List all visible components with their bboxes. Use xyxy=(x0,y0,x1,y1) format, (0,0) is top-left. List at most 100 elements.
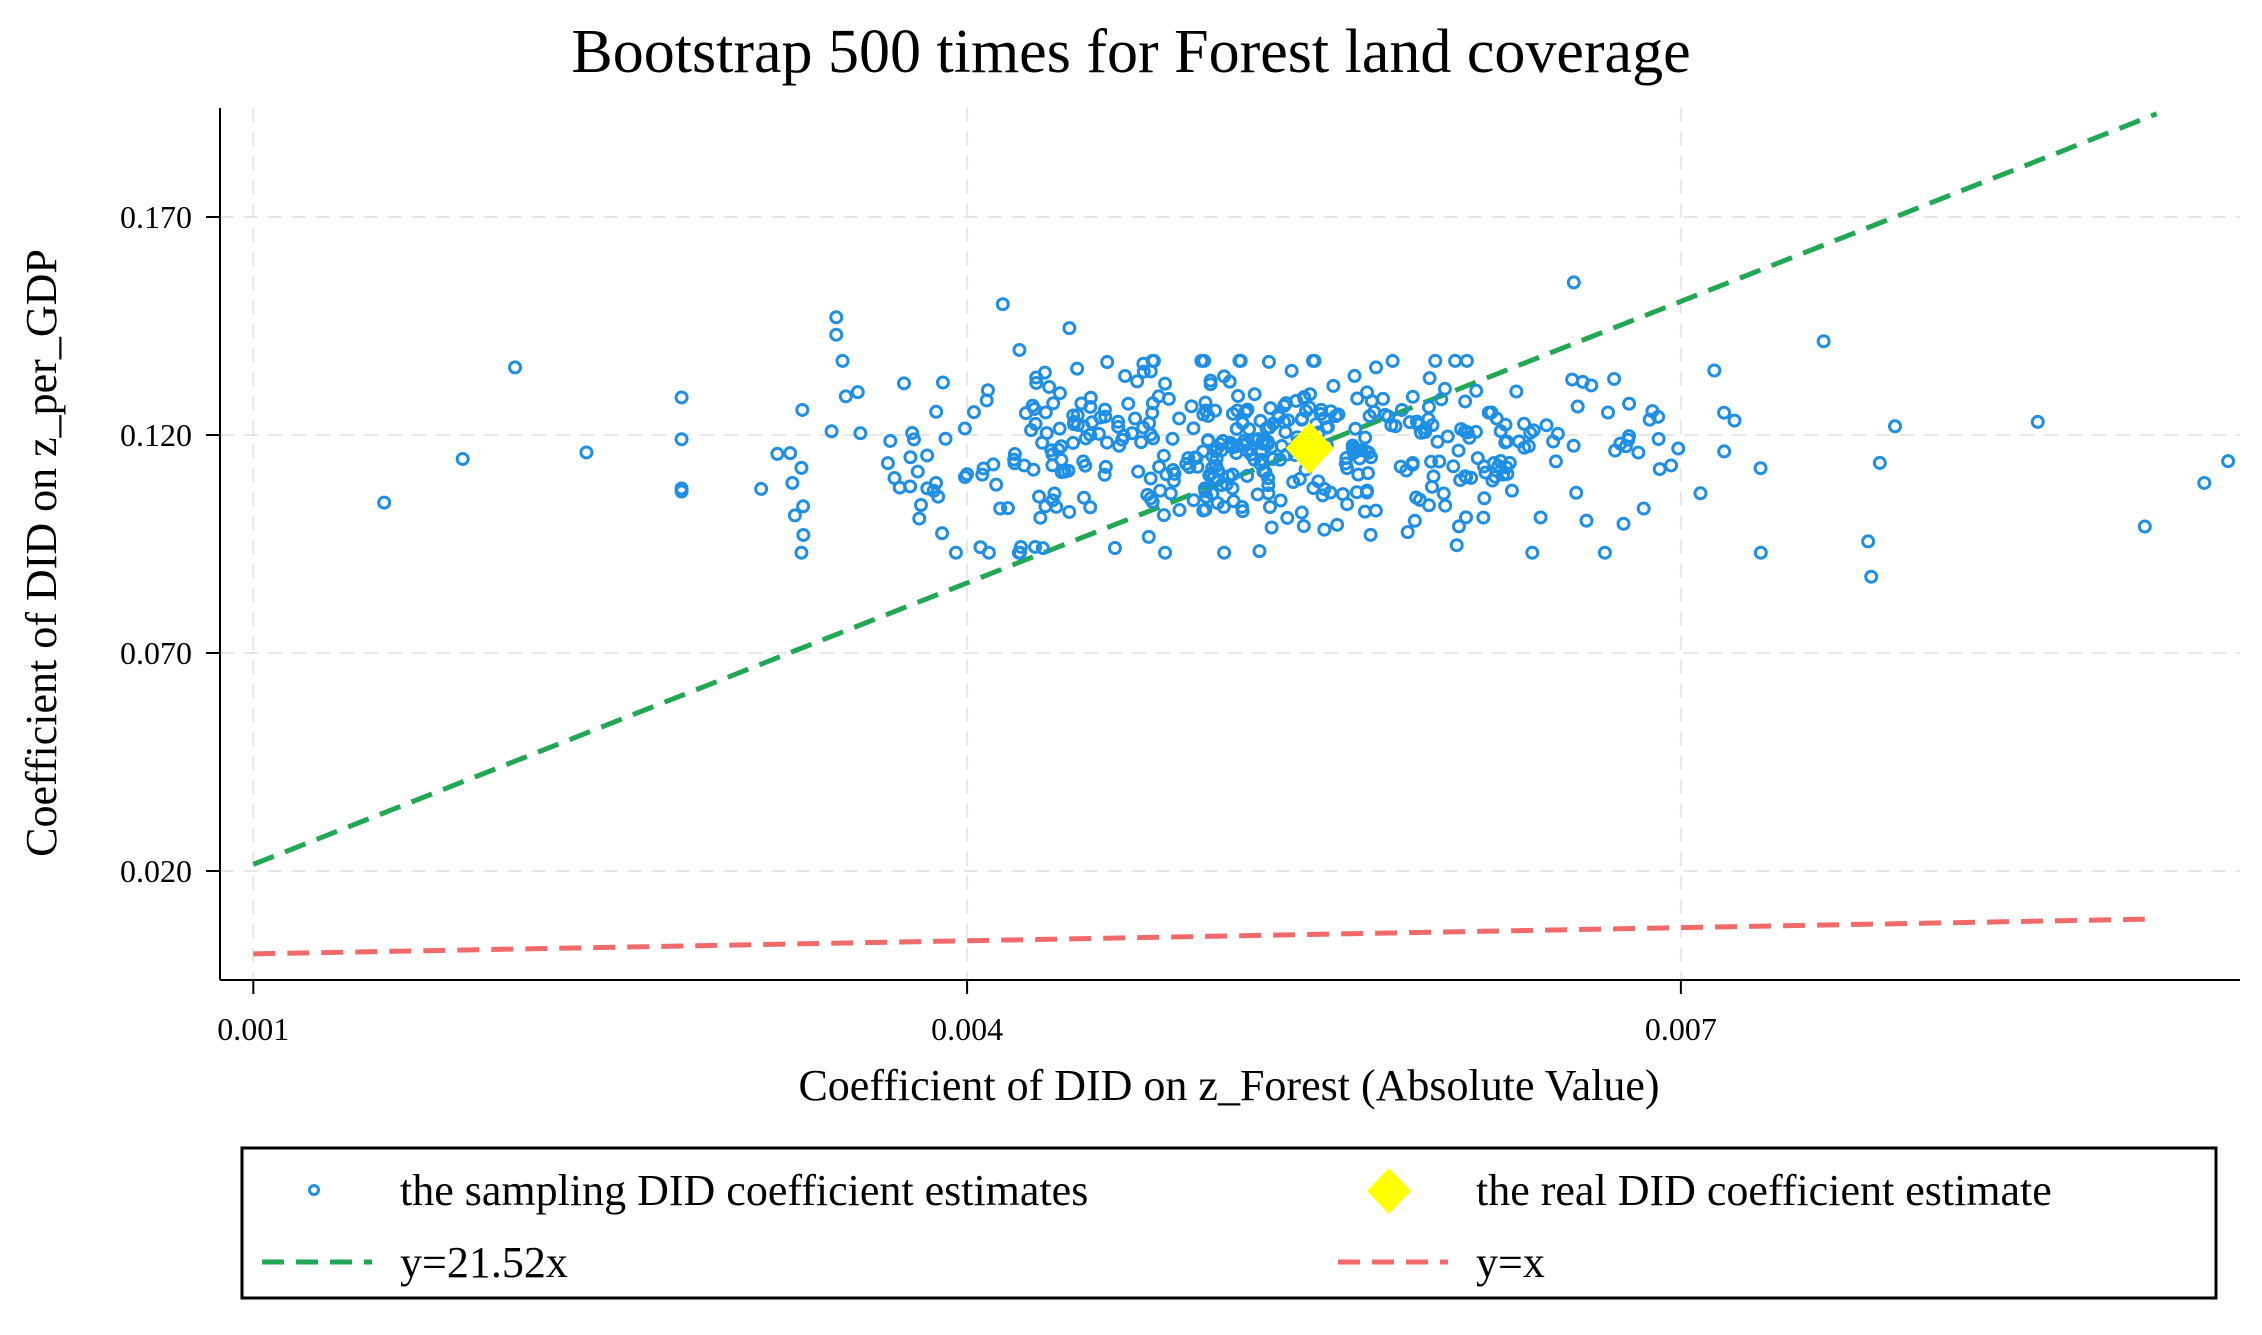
sample-point xyxy=(1203,377,1218,392)
sample-point xyxy=(1385,353,1400,368)
sample-point xyxy=(1054,465,1069,480)
sample-point xyxy=(1409,414,1424,429)
sample-point xyxy=(1361,466,1376,481)
sample-point xyxy=(1446,459,1461,474)
sample-point xyxy=(1184,399,1199,414)
sample-point xyxy=(1240,468,1255,483)
sample-point xyxy=(935,375,950,390)
sample-point xyxy=(1198,484,1213,499)
legend: the sampling DID coefficient estimates t… xyxy=(240,1146,2218,1300)
sample-point xyxy=(1062,504,1077,519)
fit-line-layer xyxy=(252,111,2158,957)
sample-point xyxy=(1358,430,1373,445)
sample-point xyxy=(1098,459,1113,474)
sample-point xyxy=(1493,454,1508,469)
sample-point xyxy=(1424,454,1439,469)
sample-point xyxy=(1717,405,1732,420)
sample-point xyxy=(1044,443,1059,458)
sample-point xyxy=(1182,460,1197,475)
sample-point xyxy=(948,545,963,560)
sample-point xyxy=(1141,529,1156,544)
sample-point xyxy=(2137,519,2152,534)
sample-point xyxy=(903,479,918,494)
sample-point xyxy=(674,432,689,447)
sample-point xyxy=(1375,391,1390,406)
sample-point xyxy=(960,467,975,482)
sample-point xyxy=(1100,435,1115,450)
sample-point xyxy=(1502,455,1517,470)
sample-point xyxy=(1888,419,1903,434)
sample-point xyxy=(1012,342,1027,357)
y-tick-label: 0.020 xyxy=(120,853,192,889)
sample-point xyxy=(1525,545,1540,560)
sample-point xyxy=(1526,423,1541,438)
grid-lines xyxy=(220,108,2240,980)
sample-point xyxy=(1548,454,1563,469)
sample-point xyxy=(880,456,895,471)
sample-point xyxy=(1613,436,1628,451)
sample-point xyxy=(1579,513,1594,528)
sample-point xyxy=(794,460,809,475)
sample-point xyxy=(957,421,972,436)
sample-point xyxy=(1125,426,1140,441)
sample-point xyxy=(1236,438,1251,453)
sample-point xyxy=(1107,540,1122,555)
sample-point xyxy=(1566,438,1581,453)
sample-point xyxy=(938,431,953,446)
sample-point xyxy=(1217,369,1232,384)
sample-point xyxy=(1422,371,1437,386)
sample-point xyxy=(1652,462,1667,477)
sample-point xyxy=(1028,539,1043,554)
sample-point xyxy=(1035,541,1050,556)
identity-line-y-x xyxy=(253,916,2145,957)
sample-point xyxy=(1261,478,1276,493)
sample-point xyxy=(1297,391,1312,406)
sample-point xyxy=(1861,534,1876,549)
sample-point xyxy=(2221,454,2236,469)
sample-point xyxy=(1306,353,1321,368)
sample-point xyxy=(1279,396,1294,411)
sample-point xyxy=(1161,391,1176,406)
sample-point xyxy=(829,310,844,325)
sample-point xyxy=(1280,510,1295,525)
sample-point xyxy=(897,376,912,391)
sample-point xyxy=(1035,435,1050,450)
sample-point xyxy=(1631,445,1646,460)
sample-point xyxy=(905,426,920,441)
sample-point xyxy=(1070,361,1085,376)
real-estimate-marker xyxy=(1285,422,1334,475)
sample-point xyxy=(1438,498,1453,513)
sample-point xyxy=(1256,464,1271,479)
sample-point xyxy=(1296,519,1311,534)
sample-point xyxy=(1448,353,1463,368)
sample-point xyxy=(1369,360,1384,375)
sample-point xyxy=(1024,423,1039,438)
sample-point xyxy=(1158,376,1173,391)
sample-point xyxy=(1201,433,1216,448)
sample-point xyxy=(1331,407,1346,422)
legend-box xyxy=(240,1146,2218,1300)
sample-point xyxy=(1418,424,1433,439)
sample-point xyxy=(1067,414,1082,429)
sample-point xyxy=(1029,375,1044,390)
sample-point xyxy=(1311,474,1326,489)
sample-point xyxy=(1199,489,1214,504)
sample-point xyxy=(1128,411,1143,426)
sample-point xyxy=(1052,421,1067,436)
sample-point xyxy=(1049,499,1064,514)
sample-point xyxy=(1261,354,1276,369)
scatter-points xyxy=(377,275,2236,584)
sample-point xyxy=(1186,493,1201,508)
sample-point xyxy=(1348,421,1363,436)
sample-point xyxy=(1368,503,1383,518)
sample-point xyxy=(377,495,392,510)
sample-point xyxy=(1432,454,1447,469)
sample-point xyxy=(1323,485,1338,500)
sample-point xyxy=(1485,473,1500,488)
sample-point xyxy=(1362,409,1377,424)
sample-point xyxy=(1281,413,1296,428)
sample-point xyxy=(1569,485,1584,500)
sample-point xyxy=(1209,458,1224,473)
sample-point xyxy=(1476,459,1491,474)
sample-point xyxy=(1816,334,1831,349)
